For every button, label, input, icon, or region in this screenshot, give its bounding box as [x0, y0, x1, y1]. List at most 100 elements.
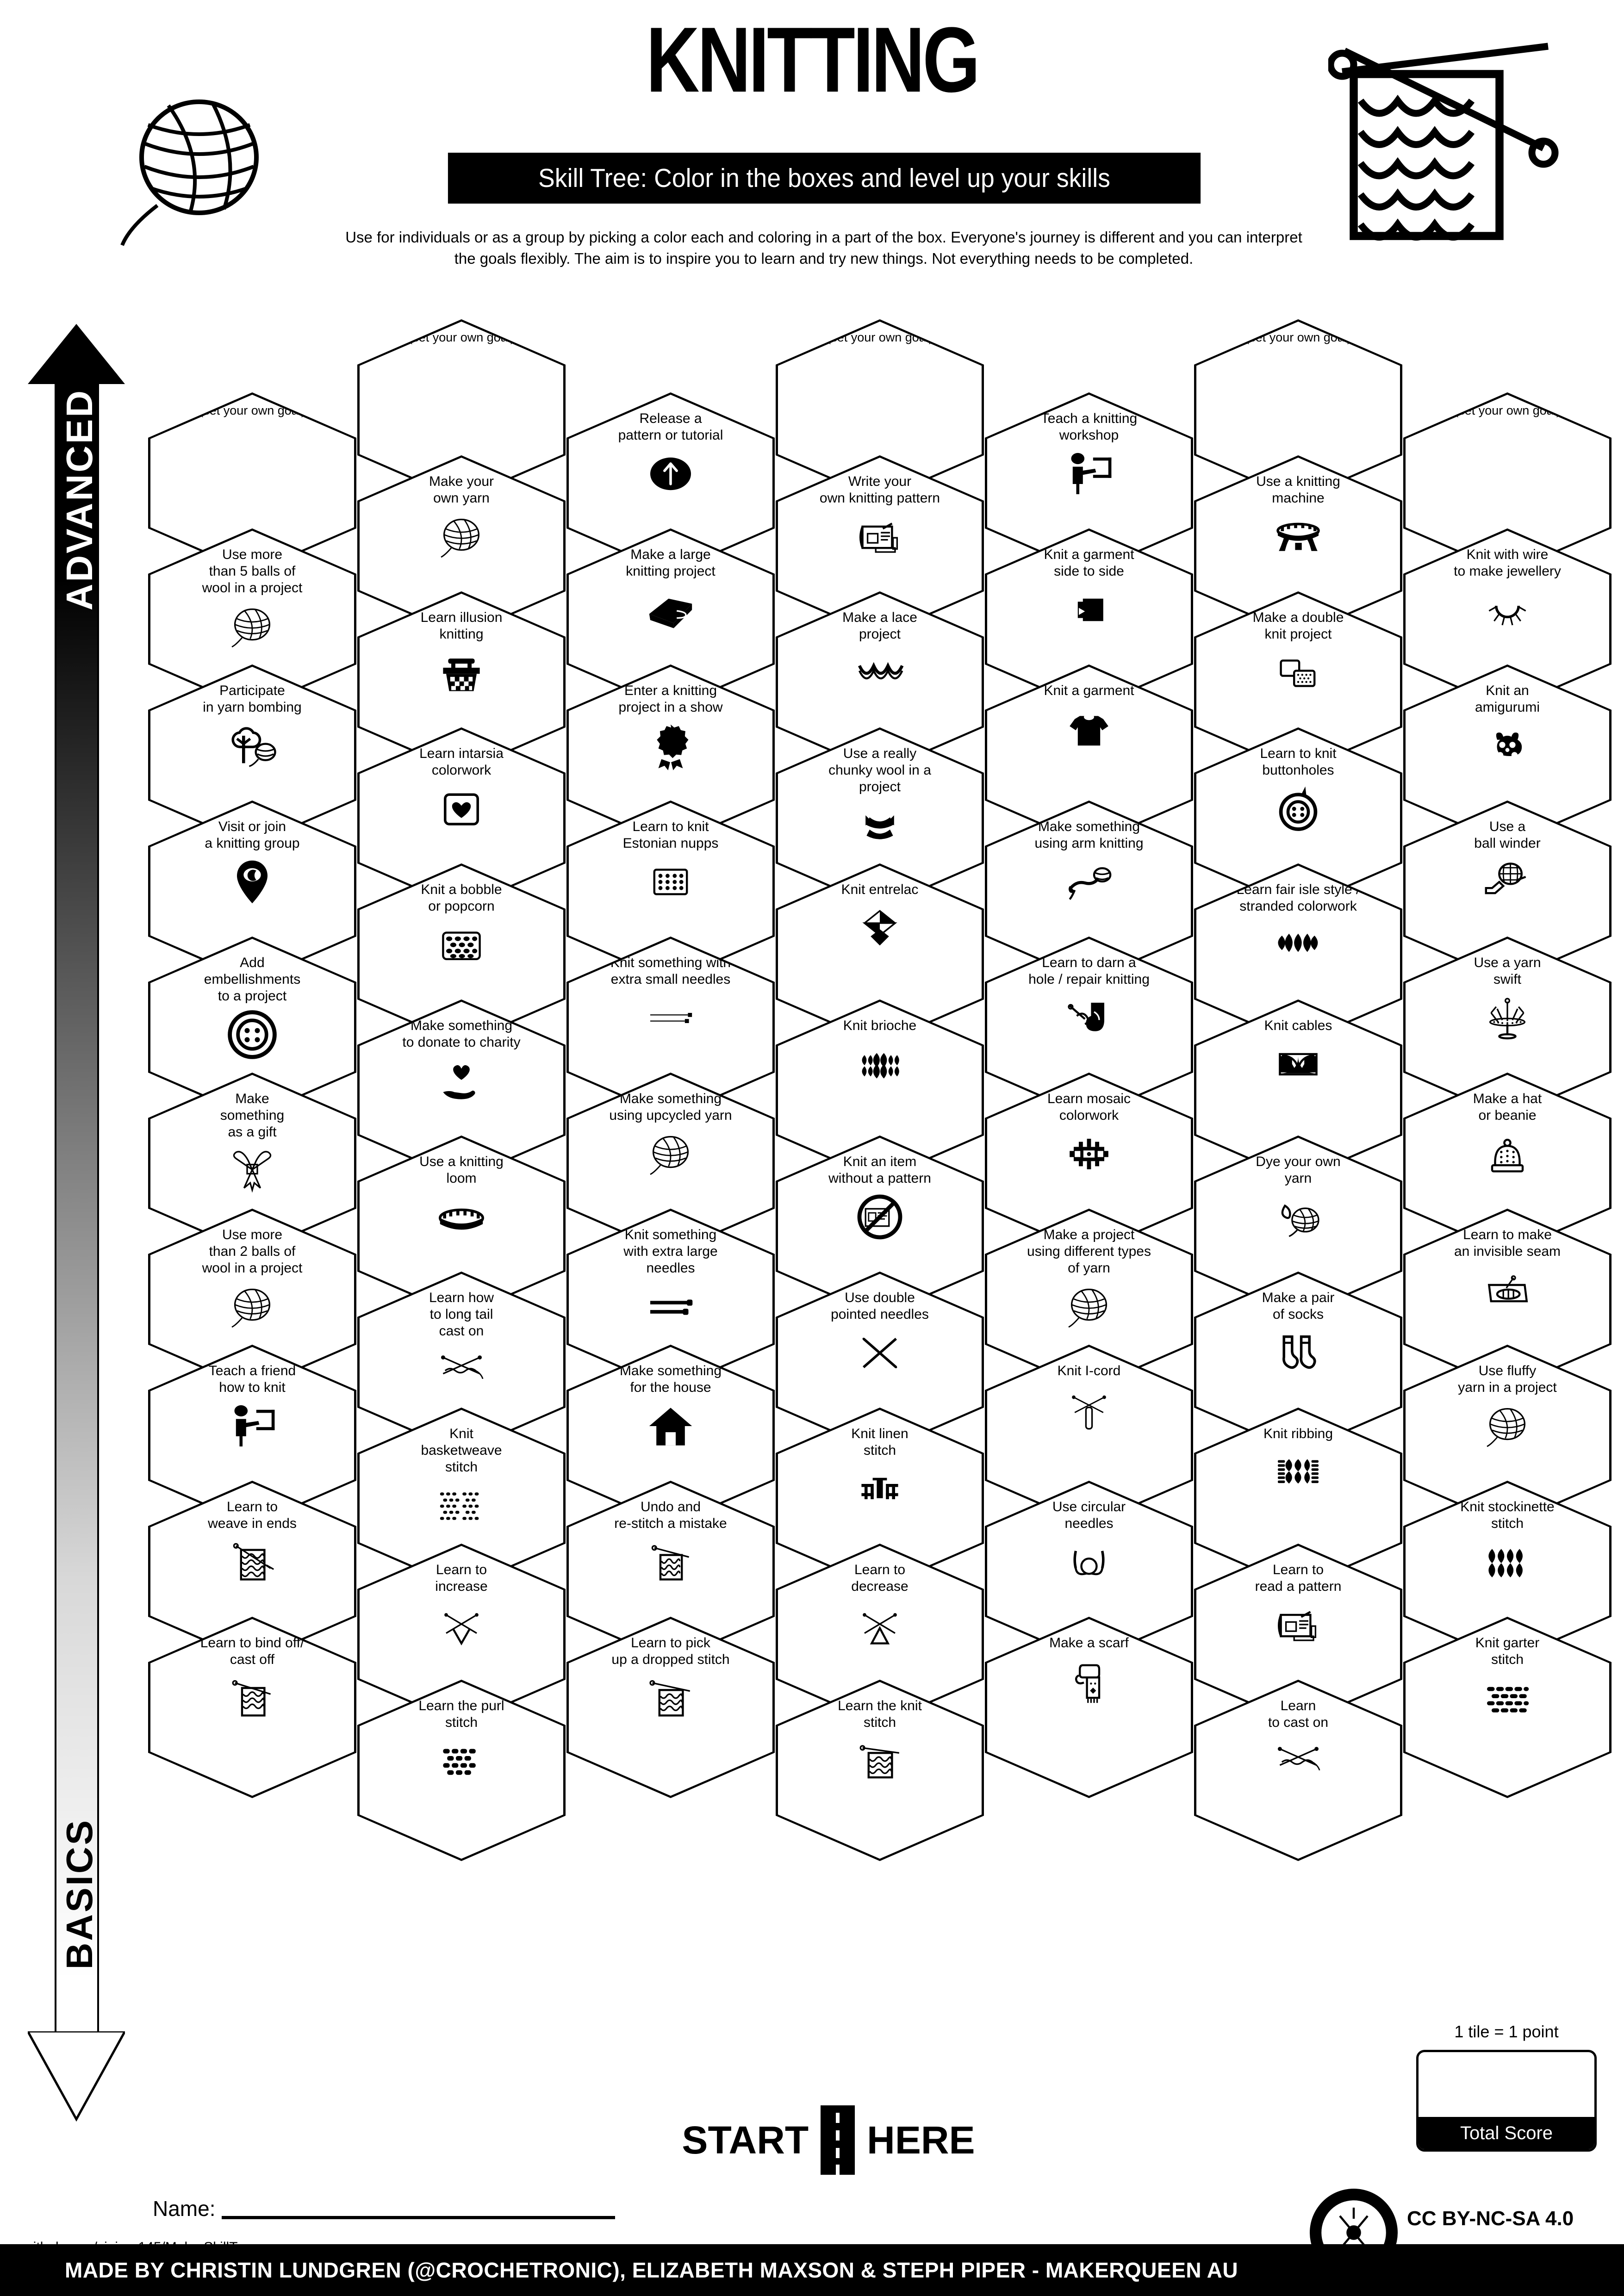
tile-point-note: 1 tile = 1 point [1454, 2022, 1559, 2041]
skill-tile-label: Visit or join a knitting group [205, 819, 300, 851]
skill-tile-label: Learn to knit buttonholes [1260, 746, 1337, 778]
garter-icon [1480, 1673, 1535, 1724]
level-axis-arrow: ADVANCED BASICS [28, 324, 125, 2128]
skill-tile-inner: Make a scarf [987, 1619, 1191, 1796]
skill-tile-label: Make a project using different types of ya… [1027, 1227, 1151, 1276]
name-label: Name: [153, 2197, 216, 2221]
skill-tile-label: Use a knitting loom [419, 1154, 504, 1186]
skill-tile-label: Knit with wire to make jewellery [1454, 547, 1561, 579]
increase-icon [434, 1600, 489, 1651]
skill-tile-label: Make a large knitting project [626, 547, 716, 579]
weave-ends-icon [224, 1537, 280, 1588]
skill-tile[interactable]: Learn to pick up a dropped stitch [566, 1617, 775, 1798]
skill-tile[interactable]: Learn to cast on [1194, 1680, 1402, 1861]
yarn-ball-icon [224, 601, 280, 652]
name-field-row[interactable]: Name: [153, 2193, 708, 2221]
start-label: START [682, 2118, 809, 2162]
name-input-line[interactable] [222, 2213, 616, 2219]
entrelac-icon [852, 903, 908, 954]
total-score-box[interactable]: Total Score [1416, 2050, 1597, 2152]
socks-icon [1270, 1328, 1326, 1378]
skill-tile-inner: Learn the purl stitch [360, 1682, 563, 1859]
skill-tile-label: Knit a bobble or popcorn [421, 882, 502, 914]
skill-tile-inner: Learn to make an invisible seam [1406, 1211, 1609, 1388]
blank-icon [434, 349, 489, 400]
blanket-icon [643, 584, 698, 635]
mosaic-icon [1061, 1129, 1117, 1179]
skill-tile-label: Learn to weave in ends [208, 1499, 297, 1531]
skill-tile[interactable]: Make a hat or beanie [1403, 1073, 1612, 1254]
double-knit-icon [1270, 647, 1326, 698]
skill-tile-inner: Make something to donate to charity [360, 1002, 563, 1179]
skill-tile-label: Use a knitting machine [1256, 474, 1340, 506]
upload-icon [643, 448, 698, 499]
skill-tile-label: Learn to cast on [1268, 1698, 1329, 1730]
dpn-icon [852, 1328, 908, 1378]
skill-tile-label: Dye your own yarn [1256, 1154, 1341, 1186]
yarn-swift-icon [1480, 993, 1535, 1043]
skill-tile[interactable]: Learn the knit stitch [776, 1680, 984, 1861]
hand-heart-icon [434, 1055, 489, 1106]
teacher-icon [224, 1401, 280, 1452]
road-icon [821, 2105, 855, 2175]
blank-icon [852, 349, 908, 400]
blank-icon [1270, 349, 1326, 400]
stockinette-icon [1480, 1537, 1535, 1588]
skill-tile-label: Make a lace project [842, 610, 917, 642]
skill-tile-label: Knit brioche [843, 1018, 917, 1033]
yarn-ball-icon [643, 1129, 698, 1179]
award-icon [643, 720, 698, 771]
skill-tile-label: Learn to darn a hole / repair knitting [1028, 955, 1150, 987]
decrease-icon [852, 1600, 908, 1651]
skill-tile-label: Knit entrelac [841, 882, 919, 897]
here-label: HERE [867, 2118, 975, 2162]
skill-tile[interactable]: Learn the purl stitch [357, 1680, 566, 1861]
skill-tile-label: Use fluffy yarn in a project [1458, 1363, 1557, 1395]
skill-tile-label: Make something using upcycled yarn [609, 1091, 732, 1123]
skill-tile-inner: Knit basketweave stitch [360, 1410, 563, 1587]
yarn-ball-icon [1061, 1281, 1117, 1332]
skill-tile-label: Learn to decrease [851, 1562, 908, 1594]
skill-tile-label: Learn to read a pattern [1255, 1562, 1342, 1594]
yarn-ball-icon [434, 511, 489, 562]
heart-square-icon [434, 783, 489, 834]
wire-jewellery-icon [1480, 584, 1535, 635]
ball-winder-icon [1480, 856, 1535, 907]
cast-on-icon [1270, 1736, 1326, 1787]
skill-tile[interactable]: Knit garter stitch [1403, 1617, 1612, 1798]
skill-tile-label: Knit I-cord [1057, 1363, 1121, 1378]
credits-text: MADE BY CHRISTIN LUNDGREN (@CROCHETRONIC… [65, 2258, 1238, 2282]
skill-tile-label: Knit linen stitch [851, 1426, 908, 1458]
lace-icon [852, 647, 908, 698]
skill-tile[interactable]: Knit with wire to make jewellery [1403, 528, 1612, 710]
skill-tile[interactable]: Make a scarf [985, 1617, 1193, 1798]
credits-bar: MADE BY CHRISTIN LUNDGREN (@CROCHETRONIC… [0, 2244, 1624, 2296]
license-text: CC BY-NC-SA 4.0 [1407, 2207, 1574, 2230]
skill-tile[interactable]: Participate in yarn bombing [148, 664, 356, 846]
subtitle-text: Skill Tree: Color in the boxes and level… [538, 163, 1110, 193]
skill-tile-label: Knit something with extra small needles [610, 955, 731, 987]
skill-tile-label: Knit something with extra large needles [623, 1227, 718, 1276]
skill-tile[interactable]: Knit a garment side to side [985, 528, 1193, 710]
total-score-label: Total Score [1419, 2117, 1594, 2149]
skill-tile[interactable]: Knit a garment [985, 664, 1193, 846]
page-title: KNITTING [646, 8, 980, 112]
skill-tile-label: Add embellishments to a project [204, 955, 301, 1004]
skill-tile-label: Use a ball winder [1474, 819, 1541, 851]
basketweave-icon [434, 1480, 489, 1531]
pattern-doc-icon [1270, 1600, 1326, 1651]
skill-tile-label: (set your own goal) [1454, 403, 1561, 417]
icord-icon [1061, 1384, 1117, 1435]
tshirt-icon [1061, 704, 1117, 755]
arrow-head-down-icon [28, 2031, 125, 2122]
skill-tile-label: Learn to pick up a dropped stitch [611, 1635, 730, 1667]
skill-tile-label: Knit an item without a pattern [828, 1154, 931, 1186]
skill-tile[interactable]: Learn to bind off/cast off [148, 1617, 356, 1798]
dropped-stitch-icon [643, 1673, 698, 1724]
skill-tile-label: Make something using arm knitting [1034, 819, 1144, 851]
skill-tile[interactable]: Knit an amigurumi [1403, 664, 1612, 846]
skill-tile-label: Use double pointed needles [831, 1290, 929, 1322]
skill-tile-label: Knit stockinette stitch [1460, 1499, 1555, 1531]
skill-tile-inner: Learn to pick up a dropped stitch [569, 1619, 772, 1796]
